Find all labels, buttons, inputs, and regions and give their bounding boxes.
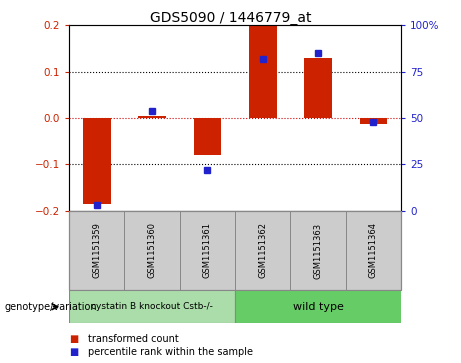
- Text: transformed count: transformed count: [88, 334, 178, 344]
- Text: ■: ■: [69, 334, 78, 344]
- Text: genotype/variation: genotype/variation: [5, 302, 97, 312]
- Bar: [180, 211, 235, 290]
- Text: GSM1151364: GSM1151364: [369, 223, 378, 278]
- Text: GSM1151360: GSM1151360: [148, 223, 157, 278]
- Text: GSM1151363: GSM1151363: [313, 223, 323, 278]
- Bar: [235, 290, 401, 323]
- Bar: [83, 118, 111, 204]
- Text: GSM1151359: GSM1151359: [92, 223, 101, 278]
- Text: percentile rank within the sample: percentile rank within the sample: [88, 347, 253, 357]
- Bar: [124, 211, 180, 290]
- Bar: [235, 211, 290, 290]
- Bar: [249, 25, 277, 118]
- Text: ■: ■: [69, 347, 78, 357]
- Text: cystatin B knockout Cstb-/-: cystatin B knockout Cstb-/-: [91, 302, 213, 311]
- Bar: [290, 211, 346, 290]
- Text: GSM1151361: GSM1151361: [203, 223, 212, 278]
- Bar: [69, 290, 235, 323]
- Bar: [69, 211, 124, 290]
- Text: wild type: wild type: [293, 302, 343, 312]
- Bar: [346, 211, 401, 290]
- Bar: [360, 118, 387, 123]
- Bar: [194, 118, 221, 155]
- Text: GDS5090 / 1446779_at: GDS5090 / 1446779_at: [150, 11, 311, 25]
- Bar: [138, 116, 166, 118]
- Text: GSM1151362: GSM1151362: [258, 223, 267, 278]
- Bar: [304, 58, 332, 118]
